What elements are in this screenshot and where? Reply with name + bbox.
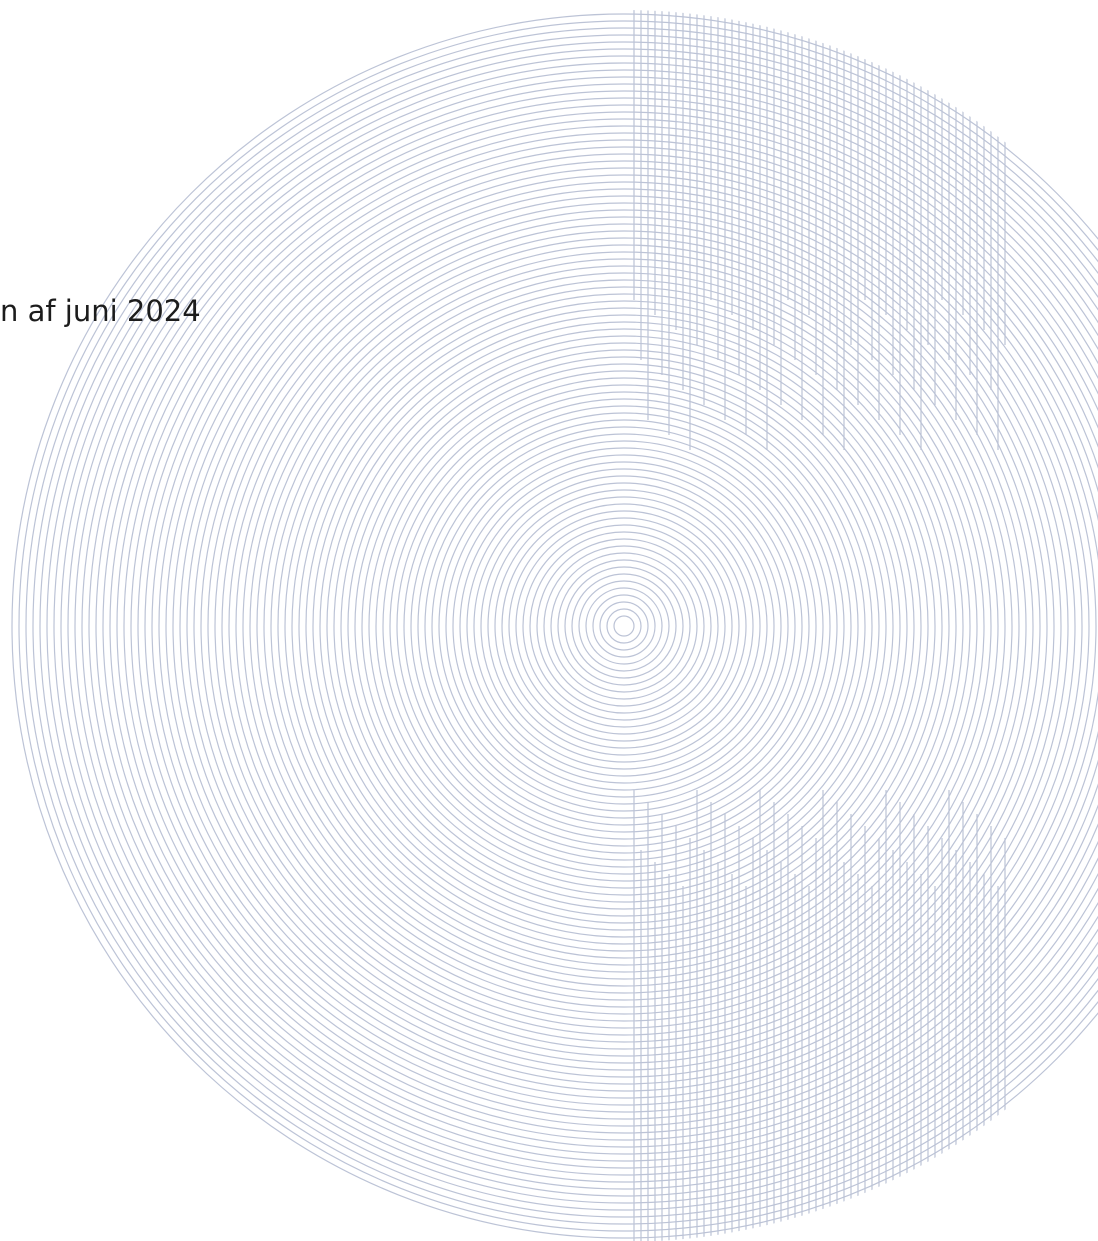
ring bbox=[158, 160, 1090, 1092]
ring bbox=[452, 454, 796, 798]
ring bbox=[340, 342, 908, 910]
ring bbox=[207, 209, 1041, 1043]
ring bbox=[242, 244, 1006, 1008]
ring bbox=[95, 97, 1098, 1155]
ring bbox=[165, 167, 1083, 1085]
ring bbox=[312, 314, 936, 938]
ring bbox=[179, 181, 1069, 1071]
ring bbox=[550, 552, 698, 700]
ring bbox=[109, 111, 1098, 1141]
ring bbox=[396, 398, 852, 854]
ring bbox=[333, 335, 915, 917]
ring bbox=[354, 356, 894, 896]
ring bbox=[389, 391, 859, 861]
ring bbox=[123, 125, 1098, 1127]
ring bbox=[32, 34, 1098, 1218]
ring bbox=[151, 153, 1097, 1099]
ring bbox=[74, 76, 1098, 1176]
ring bbox=[606, 608, 642, 644]
ring bbox=[67, 69, 1098, 1183]
ring bbox=[18, 20, 1098, 1232]
ring bbox=[347, 349, 901, 903]
ring bbox=[284, 286, 964, 966]
ring bbox=[368, 370, 880, 882]
ring bbox=[270, 272, 978, 980]
cover-date-text: n af juni 2024 bbox=[0, 294, 201, 328]
ring bbox=[256, 258, 992, 994]
ring bbox=[53, 55, 1098, 1197]
ring bbox=[375, 377, 873, 875]
ring bbox=[200, 202, 1048, 1050]
ring bbox=[137, 139, 1098, 1113]
ring bbox=[431, 433, 817, 819]
ring bbox=[326, 328, 922, 924]
ring bbox=[382, 384, 866, 868]
ring bbox=[88, 90, 1098, 1162]
ring bbox=[487, 489, 761, 763]
ring bbox=[599, 601, 649, 651]
ring bbox=[480, 482, 768, 770]
ring bbox=[564, 566, 684, 686]
ring bbox=[466, 468, 782, 784]
ring bbox=[291, 293, 957, 959]
ring bbox=[438, 440, 810, 812]
ring bbox=[529, 531, 719, 721]
ring bbox=[361, 363, 887, 889]
ring bbox=[186, 188, 1062, 1064]
ring bbox=[25, 27, 1098, 1225]
ring bbox=[410, 412, 838, 840]
ring bbox=[543, 545, 705, 707]
ring bbox=[417, 419, 831, 833]
concentric-rings bbox=[11, 13, 1098, 1239]
ring bbox=[263, 265, 985, 987]
ring bbox=[501, 503, 747, 749]
ring bbox=[228, 230, 1020, 1022]
ring bbox=[508, 510, 740, 742]
ring bbox=[81, 83, 1098, 1169]
ring bbox=[305, 307, 943, 945]
ring bbox=[473, 475, 775, 777]
ring bbox=[214, 216, 1034, 1036]
ring bbox=[249, 251, 999, 1001]
ring bbox=[424, 426, 824, 826]
ring bbox=[277, 279, 971, 973]
ring bbox=[235, 237, 1013, 1015]
ring bbox=[60, 62, 1098, 1190]
ring bbox=[445, 447, 803, 805]
ring bbox=[592, 594, 656, 658]
ring bbox=[578, 580, 670, 672]
ring bbox=[102, 104, 1098, 1148]
ring bbox=[116, 118, 1098, 1134]
ring bbox=[298, 300, 950, 952]
ring bbox=[557, 559, 691, 693]
ring bbox=[522, 524, 726, 728]
ring bbox=[494, 496, 754, 756]
ring bbox=[172, 174, 1076, 1078]
ring bbox=[11, 13, 1098, 1239]
ring bbox=[319, 321, 929, 931]
ring bbox=[46, 48, 1098, 1204]
ring bbox=[459, 461, 789, 791]
ring bbox=[221, 223, 1027, 1029]
ring bbox=[144, 146, 1098, 1106]
ring bbox=[403, 405, 845, 847]
ring bbox=[193, 195, 1055, 1057]
ring bbox=[39, 41, 1098, 1211]
ring bbox=[613, 615, 635, 637]
ring bbox=[571, 573, 677, 679]
ring bbox=[130, 132, 1098, 1120]
ring bbox=[515, 517, 733, 735]
ring bbox=[585, 587, 663, 665]
ring bbox=[536, 538, 712, 714]
